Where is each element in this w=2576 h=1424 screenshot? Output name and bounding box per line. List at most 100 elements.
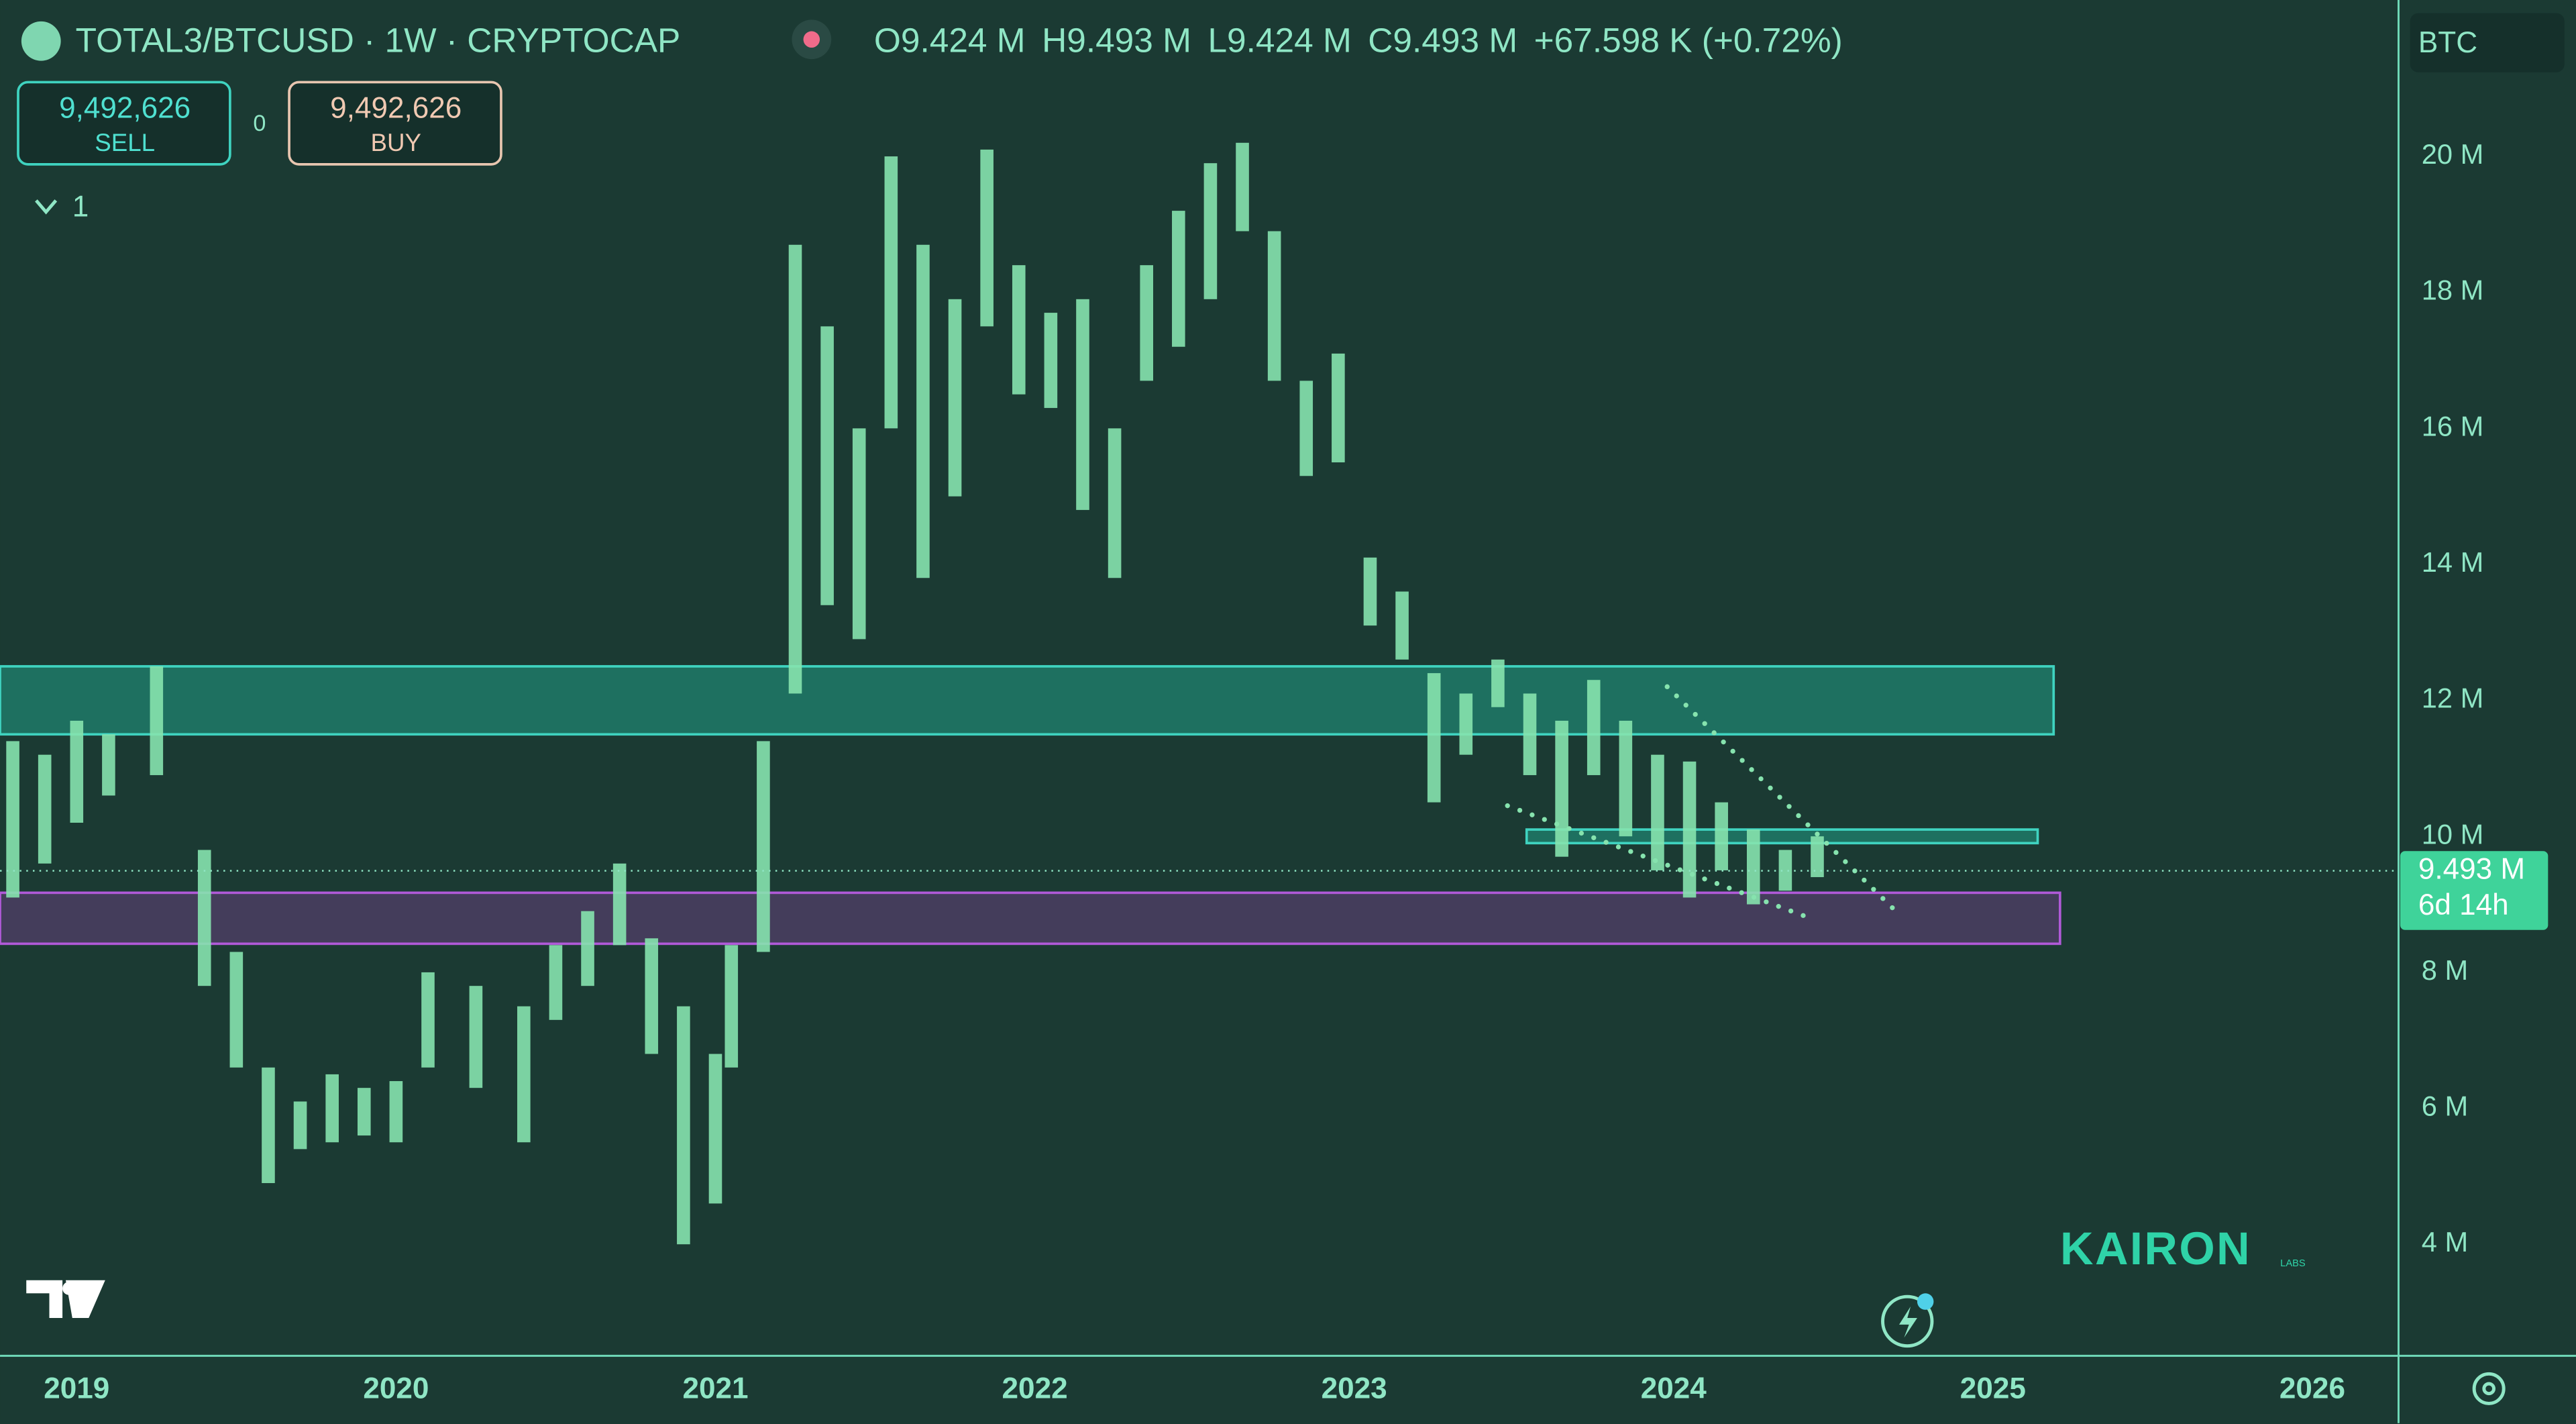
price-bar: [1555, 721, 1568, 857]
y-tick-label: 14 M: [2422, 546, 2484, 578]
y-tick-label: 6 M: [2422, 1090, 2468, 1122]
price-bar: [229, 952, 244, 1068]
sell-button[interactable]: [17, 81, 231, 166]
watermark: KAIRON: [2060, 1223, 2251, 1274]
indicators-toggle[interactable]: [35, 199, 58, 215]
price-bar: [1746, 829, 1760, 905]
price-bar: [6, 741, 19, 898]
price-bar: [517, 1006, 531, 1143]
replay-icon[interactable]: [1881, 1294, 1934, 1348]
price-bar: [1140, 265, 1153, 381]
price-bar: [1012, 265, 1026, 395]
ohlc-values: O9.424 M H9.493 M L9.424 M C9.493 M +67.598 …: [874, 20, 1843, 59]
ohlc-change: +67.598 K (+0.72%): [1534, 20, 1843, 59]
price-bar: [612, 863, 627, 946]
price-bar: [708, 1054, 722, 1204]
tv-logo: [26, 1280, 105, 1319]
zone: [0, 891, 2061, 946]
buy-button[interactable]: [288, 81, 502, 166]
price-bar: [469, 986, 483, 1088]
buy-label: BUY: [370, 129, 421, 156]
trendline: [1664, 684, 1900, 915]
price-bar: [1715, 802, 1728, 870]
price-bar: [262, 1067, 275, 1184]
price-bar: [645, 938, 659, 1054]
price-bar: [1332, 353, 1345, 462]
price-bar: [1811, 836, 1824, 878]
replay-bolt: [1899, 1306, 1917, 1338]
ohlc-label: H: [1042, 20, 1067, 59]
price-bar: [70, 721, 84, 823]
spread: 0: [253, 111, 266, 136]
indicators-count: 1: [72, 191, 89, 223]
price-bar: [980, 149, 994, 327]
zone: [0, 665, 2055, 736]
currency-box[interactable]: [2410, 13, 2565, 72]
ohlc-value: 9.424 M: [1227, 20, 1352, 59]
price-bar: [581, 911, 594, 986]
price-bar: [549, 945, 563, 1020]
price-bar: [293, 1101, 307, 1150]
symbol-title[interactable]: TOTAL3/BTCUSD · 1W · CRYPTOCAP: [76, 20, 681, 59]
price-bar: [1076, 299, 1089, 510]
price-bar: [757, 741, 770, 952]
y-tick-label: 4 M: [2422, 1226, 2468, 1258]
price-bar: [1651, 754, 1664, 870]
price-bar: [150, 666, 164, 776]
y-tick-label: 16 M: [2422, 410, 2484, 442]
price-bar: [852, 428, 866, 640]
plot-area: [0, 142, 2399, 1245]
price-bar: [884, 156, 898, 429]
sell-label: SELL: [95, 129, 155, 156]
x-tick-label: 2021: [682, 1372, 748, 1405]
y-tick-label: 12 M: [2422, 682, 2484, 714]
status-dot: [803, 31, 820, 48]
price-bar: [357, 1088, 371, 1136]
y-tick-label: 10 M: [2422, 818, 2484, 850]
price-bar: [1044, 313, 1058, 408]
price-bar: [1587, 680, 1601, 776]
price-bar: [1236, 142, 1249, 232]
settings-icon[interactable]: [2472, 1372, 2506, 1405]
price-bar: [325, 1074, 339, 1143]
ohlc-value: 9.424 M: [901, 20, 1026, 59]
price-bar: [1108, 428, 1122, 578]
trendline: [1505, 803, 1811, 920]
settings-icon-core: [2482, 1382, 2496, 1396]
last-price-label: 9.493 M: [2418, 852, 2525, 885]
price-bar: [1172, 211, 1185, 347]
price-bar: [724, 945, 739, 1068]
price-bar: [820, 326, 834, 605]
price-bar: [421, 972, 435, 1068]
price-bar: [1619, 721, 1633, 837]
price-bar: [1491, 659, 1505, 707]
last-price-box: [2400, 851, 2548, 930]
currency: BTC: [2418, 26, 2477, 59]
zone: [1525, 828, 2039, 845]
countdown: 6d 14h: [2418, 888, 2509, 921]
symbol-icon: [21, 21, 61, 61]
ohlc-value: 9.493 M: [1067, 20, 1191, 59]
x-tick-label: 2020: [363, 1372, 429, 1405]
y-tick-label: 8 M: [2422, 954, 2468, 986]
replay-dot: [1917, 1293, 1934, 1310]
x-tick-label: 2019: [44, 1372, 109, 1405]
price-bar: [197, 850, 211, 986]
price-bar: [948, 299, 962, 497]
price-bar: [1459, 693, 1473, 755]
price-bar: [788, 244, 802, 694]
watermark-sub: LABS: [2280, 1258, 2306, 1269]
price-bar: [38, 754, 52, 864]
y-tick-label: 18 M: [2422, 274, 2484, 306]
price-bar: [1203, 163, 1218, 299]
price-bar: [389, 1081, 403, 1143]
x-tick-label: 2023: [1322, 1372, 1387, 1405]
ohlc-label: C: [1368, 20, 1393, 59]
price-bar: [916, 244, 930, 578]
sell-price: 9,492,626: [59, 92, 191, 125]
price-bar: [1778, 850, 1792, 891]
price-bar: [1267, 231, 1281, 381]
tv-logo-shape: [26, 1280, 105, 1319]
x-tick-label: 2024: [1641, 1372, 1707, 1405]
